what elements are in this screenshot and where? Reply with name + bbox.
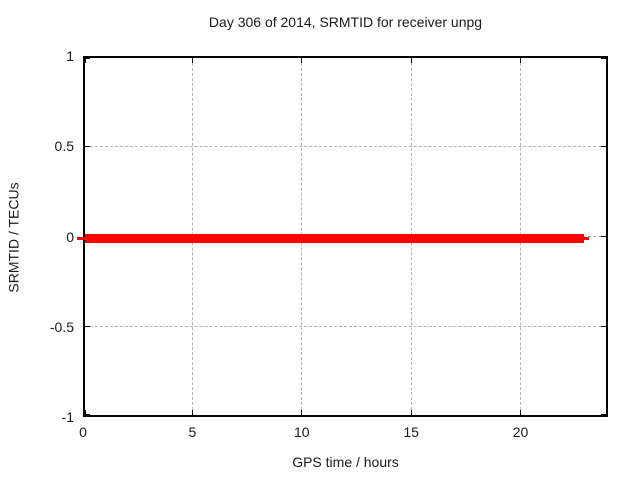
tick-x-bottom-0	[85, 410, 86, 415]
tick-y-left-1	[85, 58, 90, 59]
series-line-cap-right	[583, 237, 589, 240]
gridline-y-0.5	[85, 145, 606, 147]
tick-x-bottom-10	[301, 410, 303, 415]
plot-area	[77, 56, 608, 417]
y-tick-label--1: -1	[61, 409, 74, 425]
series-line-srmtid	[85, 234, 584, 243]
tick-x-top-10	[301, 58, 303, 63]
y-tick-label--0.5: -0.5	[49, 318, 74, 335]
tick-y-right-0.5	[601, 145, 606, 147]
tick-x-bottom-20	[520, 410, 521, 415]
x-tick-label-5: 5	[188, 424, 197, 440]
x-tick-label-15: 15	[403, 424, 419, 440]
tick-y-right-0	[601, 236, 606, 237]
series-line-cap-left	[77, 237, 85, 240]
tick-y-left--0.5	[85, 326, 90, 328]
tick-x-top-15	[410, 58, 412, 63]
y-tick-label-1: 1	[66, 48, 74, 64]
tick-y-right--1	[601, 414, 606, 415]
tick-y-right--0.5	[601, 326, 606, 328]
y-tick-label-0: 0	[66, 228, 74, 245]
x-tick-label-20: 20	[512, 424, 529, 440]
y-tick-label-0.5: 0.5	[54, 138, 74, 155]
tick-y-left-0.5	[85, 145, 90, 147]
tick-x-top-5	[191, 58, 193, 63]
tick-y-left--1	[85, 414, 90, 415]
chart-title: Day 306 of 2014, SRMTID for receiver unp…	[208, 14, 483, 30]
tick-x-bottom-5	[191, 410, 193, 415]
tick-x-top-20	[520, 58, 521, 63]
gridline-y--0.5	[85, 326, 606, 328]
x-axis-label: GPS time / hours	[292, 454, 399, 470]
tick-x-top-0	[85, 58, 86, 63]
tick-x-bottom-15	[410, 410, 412, 415]
x-tick-label-0: 0	[79, 424, 87, 440]
x-tick-label-10: 10	[293, 424, 310, 440]
tick-y-right-1	[601, 58, 606, 59]
